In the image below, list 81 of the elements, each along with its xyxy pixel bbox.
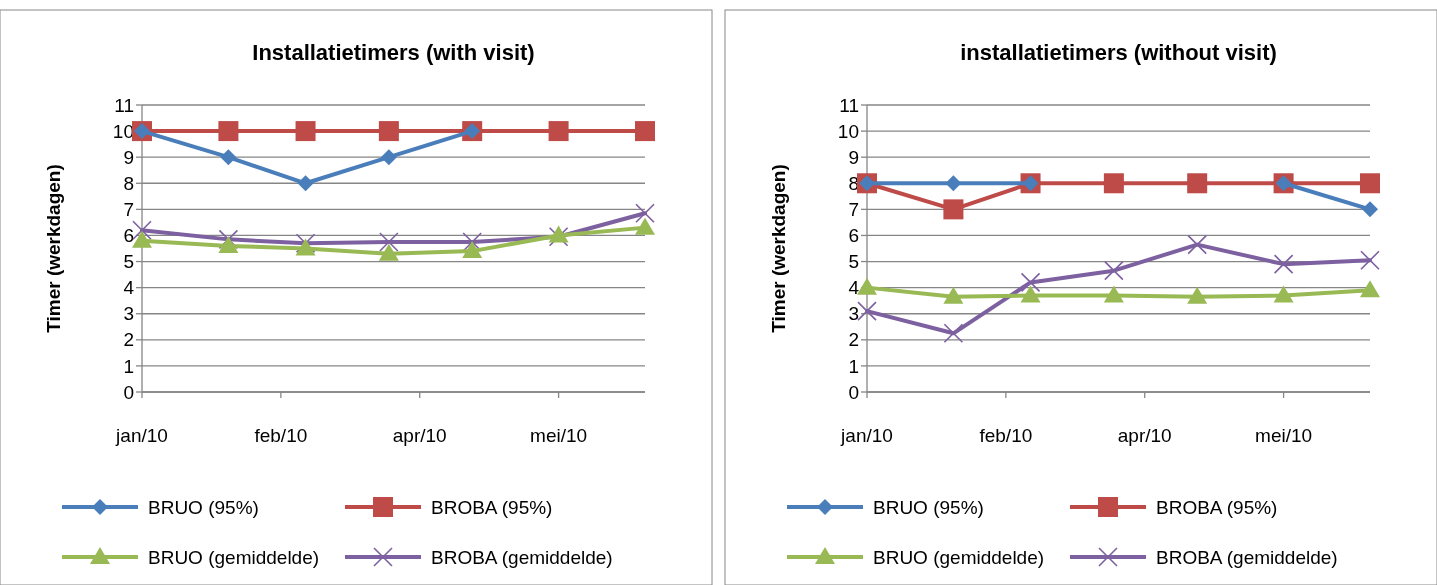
- point: [378, 121, 399, 142]
- y-axis-title: Timer (werkdagen): [768, 164, 789, 333]
- point: [1273, 285, 1294, 303]
- point: [132, 220, 152, 241]
- y-tick-label: 2: [123, 329, 134, 351]
- y-tick-label: 6: [123, 225, 134, 247]
- point: [462, 241, 483, 259]
- point: [379, 232, 399, 252]
- point: [218, 229, 239, 250]
- y-tick-label: 5: [123, 251, 134, 273]
- point: [380, 149, 397, 166]
- point: [1360, 173, 1380, 194]
- point: [1360, 280, 1380, 298]
- point: [1104, 260, 1124, 281]
- point: [1273, 254, 1294, 274]
- y-tick-label: 8: [123, 172, 134, 194]
- point: [462, 232, 482, 252]
- point: [635, 121, 655, 142]
- point: [1187, 173, 1208, 194]
- point: [548, 121, 569, 142]
- legend-label: BROBA (95%): [431, 496, 553, 518]
- y-tick-label: 7: [848, 199, 859, 221]
- y-tick-label: 3: [848, 303, 859, 325]
- point: [378, 243, 399, 261]
- point: [218, 235, 239, 253]
- y-tick-label: 0: [123, 381, 134, 403]
- y-tick-label: 3: [123, 303, 134, 325]
- legend-label: BROBA (95%): [1156, 496, 1278, 518]
- chart-title: installatietimers (without visit): [960, 40, 1277, 65]
- point: [635, 203, 655, 224]
- point: [297, 175, 314, 192]
- y-tick-label: 9: [848, 146, 859, 168]
- point: [1020, 285, 1041, 303]
- y-tick-label: 11: [114, 94, 134, 116]
- x-tick-label: jan/10: [115, 425, 168, 446]
- point: [1362, 201, 1378, 218]
- point: [1103, 285, 1124, 303]
- legend-label: BRUO (gemiddelde): [148, 546, 320, 568]
- point: [945, 175, 962, 192]
- point: [943, 286, 964, 304]
- y-tick-label: 6: [848, 225, 859, 247]
- x-tick-label: mei/10: [530, 425, 588, 446]
- point: [857, 301, 877, 321]
- y-tick-label: 11: [839, 94, 859, 116]
- x-tick-label: feb/10: [254, 425, 308, 446]
- point: [1103, 173, 1124, 194]
- y-tick-label: 1: [848, 355, 859, 377]
- y-tick-label: 5: [848, 251, 859, 273]
- legend-label: BRUO (95%): [148, 496, 259, 518]
- legend-label: BRUO (95%): [873, 496, 984, 518]
- point: [132, 230, 152, 248]
- x-tick-label: mei/10: [1255, 425, 1313, 446]
- point: [295, 121, 316, 142]
- point: [1360, 250, 1380, 271]
- legend-label: BROBA (gemiddelde): [431, 546, 613, 568]
- point: [1187, 234, 1207, 255]
- point: [635, 217, 655, 235]
- point: [295, 238, 316, 256]
- y-tick-label: 4: [123, 277, 135, 299]
- y-tick-label: 0: [848, 381, 859, 403]
- x-tick-label: apr/10: [392, 425, 447, 446]
- point: [218, 121, 239, 142]
- point: [943, 199, 964, 220]
- chart-title: Installatietimers (with visit): [252, 40, 535, 65]
- x-tick-label: feb/10: [979, 425, 1033, 446]
- legend-label: BRUO (gemiddelde): [873, 546, 1045, 568]
- point: [220, 149, 237, 166]
- x-tick-label: jan/10: [840, 425, 893, 446]
- point: [1020, 272, 1041, 293]
- y-tick-label: 1: [123, 355, 134, 377]
- legend-label: BROBA (gemiddelde): [1156, 546, 1338, 568]
- y-tick-label: 4: [848, 277, 860, 299]
- y-tick-label: 2: [848, 329, 859, 351]
- y-tick-label: 7: [123, 199, 134, 221]
- point: [1187, 286, 1208, 304]
- point: [943, 323, 964, 344]
- y-tick-label: 10: [837, 120, 859, 142]
- point: [857, 277, 877, 295]
- x-tick-label: apr/10: [1117, 425, 1172, 446]
- y-axis-title: Timer (werkdagen): [43, 164, 64, 333]
- y-tick-label: 9: [123, 146, 134, 168]
